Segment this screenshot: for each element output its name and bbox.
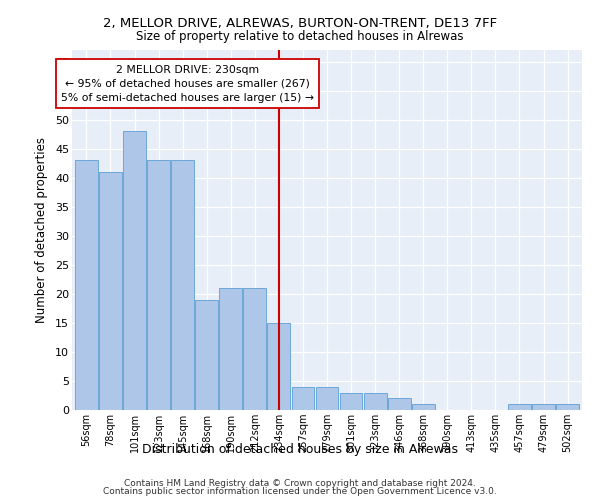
Bar bbox=[556, 404, 579, 410]
Bar bbox=[171, 160, 194, 410]
Bar bbox=[388, 398, 410, 410]
Bar bbox=[75, 160, 98, 410]
Bar bbox=[123, 132, 146, 410]
Text: 2 MELLOR DRIVE: 230sqm
← 95% of detached houses are smaller (267)
5% of semi-det: 2 MELLOR DRIVE: 230sqm ← 95% of detached… bbox=[61, 64, 314, 102]
Bar bbox=[364, 392, 386, 410]
Bar bbox=[412, 404, 434, 410]
Bar bbox=[340, 392, 362, 410]
Bar bbox=[220, 288, 242, 410]
Bar bbox=[508, 404, 531, 410]
Text: Size of property relative to detached houses in Alrewas: Size of property relative to detached ho… bbox=[136, 30, 464, 43]
Bar bbox=[316, 387, 338, 410]
Text: Contains public sector information licensed under the Open Government Licence v3: Contains public sector information licen… bbox=[103, 487, 497, 496]
Bar bbox=[268, 323, 290, 410]
Text: Contains HM Land Registry data © Crown copyright and database right 2024.: Contains HM Land Registry data © Crown c… bbox=[124, 478, 476, 488]
Text: 2, MELLOR DRIVE, ALREWAS, BURTON-ON-TRENT, DE13 7FF: 2, MELLOR DRIVE, ALREWAS, BURTON-ON-TREN… bbox=[103, 18, 497, 30]
Y-axis label: Number of detached properties: Number of detached properties bbox=[35, 137, 48, 323]
Bar bbox=[532, 404, 555, 410]
Bar bbox=[292, 387, 314, 410]
Bar bbox=[244, 288, 266, 410]
Bar bbox=[195, 300, 218, 410]
Bar bbox=[147, 160, 170, 410]
Bar bbox=[99, 172, 122, 410]
Text: Distribution of detached houses by size in Alrewas: Distribution of detached houses by size … bbox=[142, 442, 458, 456]
